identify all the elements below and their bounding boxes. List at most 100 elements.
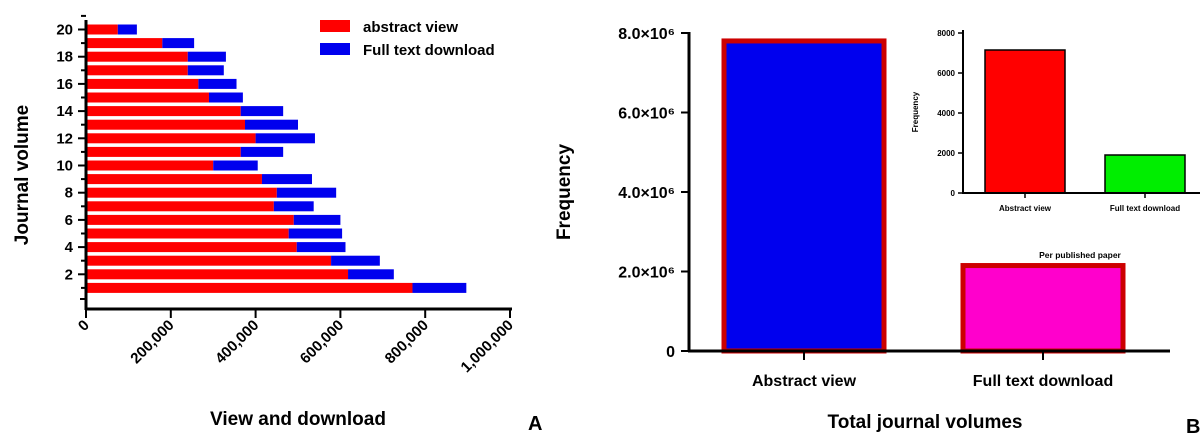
bar-full-text-download-vol-20 bbox=[117, 24, 137, 35]
bar-full-text-download-vol-15 bbox=[208, 92, 243, 103]
inset-y-tick-label: 0 bbox=[951, 189, 956, 198]
bar-full-text-download-vol-2 bbox=[348, 269, 394, 280]
bar-abstract-view-vol-18 bbox=[86, 51, 188, 62]
panel-b-y-tick-label: 2.0×10⁶ bbox=[618, 265, 675, 282]
bar-abstract-view-vol-4 bbox=[86, 242, 297, 253]
bar-abstract-view-vol-15 bbox=[86, 92, 209, 103]
inset-y-ticks: 0 2000 4000 6000 8000 bbox=[937, 29, 963, 198]
legend-label-full-text-download: Full text download bbox=[363, 42, 495, 59]
panel-b-x-tick-label: Abstract view bbox=[752, 373, 857, 390]
bar-full-text-download-vol-12 bbox=[255, 133, 315, 144]
panel-b-x-ticks: Abstract view Full text download bbox=[752, 351, 1113, 390]
panel-a-y-tick-label: 20 bbox=[56, 22, 73, 39]
inset-bar-abstract-view bbox=[984, 49, 1066, 194]
bar-full-text-download-vol-9 bbox=[261, 174, 312, 185]
bar-full-text-download-vol-17 bbox=[187, 65, 224, 76]
inset-bar-full-text-download bbox=[1104, 154, 1186, 194]
inset-x-axis-label: Per published paper bbox=[1039, 250, 1121, 260]
bar-abstract-view-vol-14 bbox=[86, 106, 241, 117]
inset-y-axis-label: Frequency bbox=[911, 91, 920, 132]
bar-abstract-view-vol-5 bbox=[86, 228, 289, 239]
panel-a-y-tick-label: 18 bbox=[56, 49, 73, 66]
panel-b-y-ticks: 0 2.0×10⁶ 4.0×10⁶ 6.0×10⁶ 8.0×10⁶ bbox=[618, 26, 689, 361]
inset-y-tick-label: 2000 bbox=[937, 149, 955, 158]
inset-y-tick-label: 8000 bbox=[937, 29, 955, 38]
panel-a-y-tick-label: 10 bbox=[56, 158, 73, 175]
bar-full-text-download-vol-6 bbox=[293, 214, 341, 225]
inset-x-tick-label: Full text download bbox=[1110, 204, 1180, 213]
bar-abstract-view-vol-20 bbox=[86, 24, 118, 35]
panel-a-x-tick-label: 400,000 bbox=[212, 317, 262, 367]
panel-b-chart: 0 2.0×10⁶ 4.0×10⁶ 6.0×10⁶ 8.0×10⁶ Abstract v… bbox=[554, 26, 1200, 436]
bar-abstract-view-vol-13 bbox=[86, 119, 245, 130]
panel-a-y-tick-label: 16 bbox=[56, 76, 73, 93]
bar-abstract-view-vol-17 bbox=[86, 65, 188, 76]
panel-b-bars bbox=[721, 38, 1126, 354]
bar-full-text-download-vol-11 bbox=[240, 146, 284, 157]
bar-abstract-view-vol-19 bbox=[86, 38, 163, 49]
bar-full-text-download-vol-5 bbox=[288, 228, 343, 239]
inset-x-ticks: Abstract view Full text download bbox=[999, 193, 1180, 213]
bar-abstract-view-vol-7 bbox=[86, 201, 274, 212]
panel-a-y-tick-label: 8 bbox=[65, 185, 73, 202]
bar-full-text-download-vol-3 bbox=[331, 255, 380, 266]
bar-abstract-view-vol-11 bbox=[86, 146, 241, 157]
panel-a-y-axis-label: Journal volume bbox=[12, 105, 33, 245]
panel-b-y-tick-label: 8.0×10⁶ bbox=[618, 26, 675, 43]
inset-y-tick-label: 6000 bbox=[937, 69, 955, 78]
inset-x-tick-label: Abstract view bbox=[999, 204, 1052, 213]
bar-full-text-download-vol-7 bbox=[273, 201, 314, 212]
bar-abstract-view-vol-6 bbox=[86, 214, 294, 225]
inset-chart: 0 2000 4000 6000 8000 Abstract view Full text… bbox=[911, 29, 1200, 260]
panel-a-legend: abstract view Full text download bbox=[320, 19, 495, 59]
panel-a-y-tick-label: 14 bbox=[56, 103, 73, 120]
bar-abstract-view-vol-2 bbox=[86, 269, 349, 280]
panel-a-x-tick-label: 200,000 bbox=[127, 317, 177, 367]
panel-b-x-tick-label: Full text download bbox=[973, 373, 1113, 390]
bar-abstract-view-vol-10 bbox=[86, 160, 214, 171]
panel-a-x-tick-label: 0 bbox=[75, 317, 93, 335]
bar-abstract-view-vol-12 bbox=[86, 133, 256, 144]
bar-abstract-view-vol-1 bbox=[86, 282, 413, 293]
panel-a-chart: 2 4 6 8 10 12 14 16 18 20 0 200,000 400,000 600,000 8… bbox=[12, 14, 542, 435]
panel-a-y-tick-label: 12 bbox=[56, 130, 73, 147]
panel-a-x-tick-label: 800,000 bbox=[382, 317, 432, 367]
panel-a-y-ticks: 2 4 6 8 10 12 14 16 18 20 bbox=[56, 14, 86, 300]
panel-a-bars bbox=[86, 24, 467, 293]
panel-b-y-tick-label: 0 bbox=[666, 344, 675, 361]
panel-b-y-axis-label: Frequency bbox=[554, 144, 575, 241]
legend-swatch-abstract-view bbox=[320, 20, 350, 32]
bar-full-text-download-vol-18 bbox=[187, 51, 226, 62]
panel-a-x-ticks: 0 200,000 400,000 600,000 800,000 1,000,000 bbox=[75, 309, 517, 376]
bar-abstract-view-vol-9 bbox=[86, 174, 262, 185]
panel-a-y-tick-label: 4 bbox=[65, 239, 74, 256]
panel-a-label: A bbox=[528, 413, 542, 435]
panel-a-x-axis-label: View and download bbox=[210, 409, 386, 430]
inset-bars bbox=[984, 49, 1186, 194]
panel-b-y-tick-label: 4.0×10⁶ bbox=[618, 185, 675, 202]
panel-b-x-axis-label: Total journal volumes bbox=[828, 412, 1023, 433]
bar-abstract-view-total bbox=[721, 38, 887, 354]
panel-b-y-tick-label: 6.0×10⁶ bbox=[618, 106, 675, 123]
bar-full-text-download-vol-4 bbox=[296, 242, 346, 253]
bar-abstract-view-vol-8 bbox=[86, 187, 277, 198]
bar-full-text-download-vol-1 bbox=[412, 282, 467, 293]
bar-full-text-download-vol-8 bbox=[276, 187, 337, 198]
bar-full-text-download-vol-14 bbox=[240, 106, 284, 117]
panel-a-x-tick-label: 1,000,000 bbox=[458, 317, 517, 376]
legend-label-abstract-view: abstract view bbox=[363, 19, 458, 36]
inset-y-tick-label: 4000 bbox=[937, 109, 955, 118]
bar-abstract-view-vol-3 bbox=[86, 255, 332, 266]
bar-full-text-download-total bbox=[960, 263, 1126, 354]
bar-full-text-download-vol-16 bbox=[198, 78, 237, 89]
panel-a-y-tick-label: 2 bbox=[65, 266, 73, 283]
bar-full-text-download-vol-13 bbox=[245, 119, 298, 130]
bar-abstract-view-vol-16 bbox=[86, 78, 199, 89]
legend-swatch-full-text-download bbox=[320, 43, 350, 55]
panel-a-x-tick-label: 600,000 bbox=[297, 317, 347, 367]
bar-full-text-download-vol-19 bbox=[162, 38, 195, 49]
bar-full-text-download-vol-10 bbox=[213, 160, 258, 171]
panel-b-label: B bbox=[1186, 416, 1200, 436]
panel-a-y-tick-label: 6 bbox=[65, 212, 73, 229]
